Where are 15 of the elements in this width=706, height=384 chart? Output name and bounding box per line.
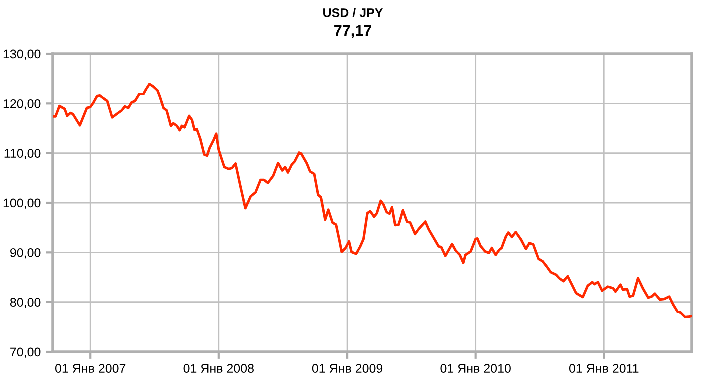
chart-subtitle: 77,17 xyxy=(334,25,372,38)
x-tick-label: 01 Янв 2008 xyxy=(184,364,254,373)
y-tick-label: 100,00 xyxy=(4,198,41,210)
y-tick-label: 90,00 xyxy=(10,248,41,259)
x-tick-label: 01 Янв 2009 xyxy=(312,364,383,373)
y-tick-label: 80,00 xyxy=(10,298,41,308)
y-tick-label: 70,00 xyxy=(10,348,41,358)
y-tick-label: 130,00 xyxy=(4,50,41,60)
y-tick-label: 120,00 xyxy=(4,99,41,110)
chart-title: USD / JPY xyxy=(324,8,384,18)
x-tick-label: 01 Янв 2010 xyxy=(440,364,511,373)
x-tick-label: 01 Янв 2007 xyxy=(55,364,126,373)
line-series xyxy=(53,83,692,318)
y-tick-label: 110,00 xyxy=(4,149,41,160)
x-tick-label: 01 Янв 2011 xyxy=(569,364,639,373)
